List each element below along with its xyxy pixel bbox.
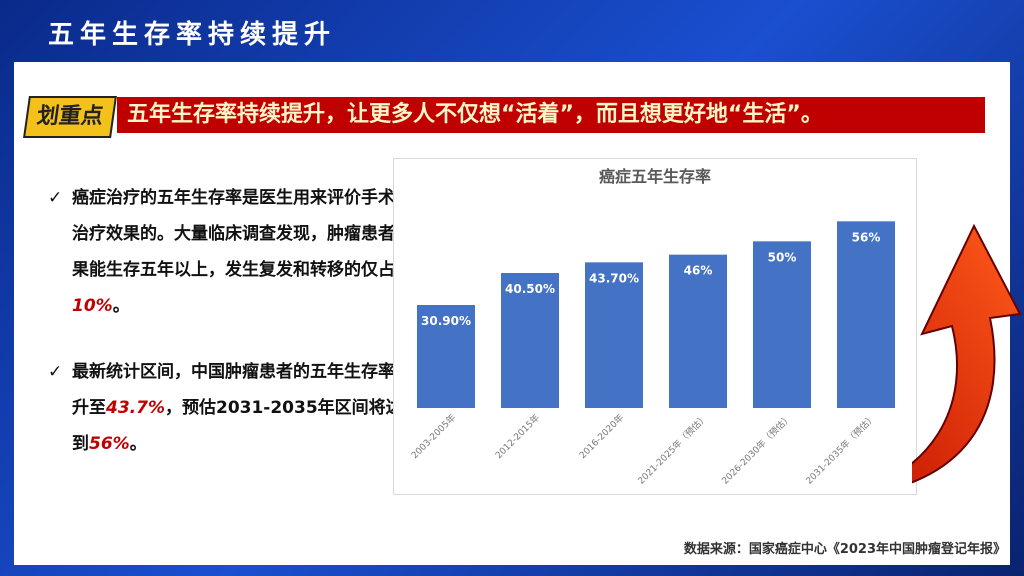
bullet-text: ，预估2031-2035年区间将达到 bbox=[72, 398, 403, 454]
chart-frame bbox=[393, 158, 917, 495]
data-label: 40.50% bbox=[505, 282, 555, 296]
bar bbox=[669, 254, 727, 408]
highlight-banner: 五年生存率持续提升，让更多人不仅想“活着”，而且想更好地“生活”。 bbox=[117, 97, 985, 133]
bar bbox=[837, 221, 895, 408]
badge: 划重点 bbox=[23, 96, 117, 138]
highlight-text: 10% bbox=[72, 296, 113, 316]
highlight-text: 43.7% bbox=[106, 398, 165, 418]
data-label: 30.90% bbox=[421, 314, 471, 328]
arrow bbox=[912, 223, 1022, 484]
bar bbox=[753, 241, 811, 408]
bar bbox=[417, 305, 475, 408]
slide-title: 五年生存率持续提升 bbox=[48, 20, 337, 50]
bullet-text: 。 bbox=[129, 434, 147, 454]
chart: 癌症五年生存率 2003-2005年30.90%2012-2015年40.50%… bbox=[393, 158, 917, 495]
source: 数据来源：国家癌症中心《2023年中国肿瘤登记年报》 bbox=[683, 542, 1006, 557]
bullet-text: 癌症治疗的五年生存率是医生用来评价手术和治疗效果的。大量临床调查发现，肿瘤患者如… bbox=[72, 188, 412, 280]
data-label: 50% bbox=[768, 250, 797, 264]
bar bbox=[585, 262, 643, 408]
bullet: 癌症治疗的五年生存率是医生用来评价手术和治疗效果的。大量临床调查发现，肿瘤患者如… bbox=[48, 180, 412, 324]
chart-title: 癌症五年生存率 bbox=[599, 167, 711, 186]
data-label: 43.70% bbox=[589, 271, 639, 285]
data-label: 46% bbox=[684, 264, 713, 278]
bar bbox=[501, 273, 559, 408]
bullet-text: 。 bbox=[112, 296, 130, 316]
bullet: 最新统计区间，中国肿瘤患者的五年生存率提升至43.7%，预估2031-2035年… bbox=[48, 354, 412, 462]
highlight-text: 56% bbox=[89, 434, 130, 454]
data-label: 56% bbox=[852, 230, 881, 244]
bullet-text: 最新统计区间，中国肿瘤患者的五年生存率提升至 bbox=[72, 362, 412, 418]
